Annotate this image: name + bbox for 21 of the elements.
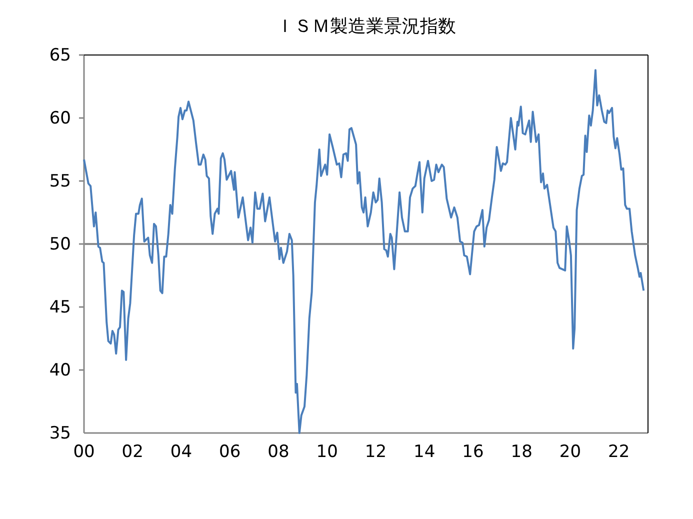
x-tick-label: 04 [170,442,192,462]
y-tick-label: 60 [49,108,71,128]
y-tick-label: 35 [49,423,71,444]
line-series [83,69,645,434]
y-tick-label: 65 [49,45,71,66]
x-tick-label: 14 [414,442,436,462]
y-tick-label: 50 [49,234,71,254]
y-tick-label: 55 [49,171,71,192]
x-tick-label: 00 [73,442,95,462]
chart-title: ＩＳＭ製造業景況指数 [276,16,456,37]
x-tick-label: 12 [364,442,387,462]
x-tick-label: 06 [219,442,241,462]
x-tick-label: 02 [122,442,144,462]
y-tick-label: 45 [49,297,71,318]
x-tick-label: 10 [316,442,338,462]
x-tick-label: 20 [559,442,582,462]
x-tick-label: 08 [268,442,290,462]
y-tick-label: 40 [49,360,71,380]
x-tick-label: 18 [510,442,532,462]
x-tick-label: 22 [608,442,630,462]
x-tick-label: 16 [462,442,484,462]
